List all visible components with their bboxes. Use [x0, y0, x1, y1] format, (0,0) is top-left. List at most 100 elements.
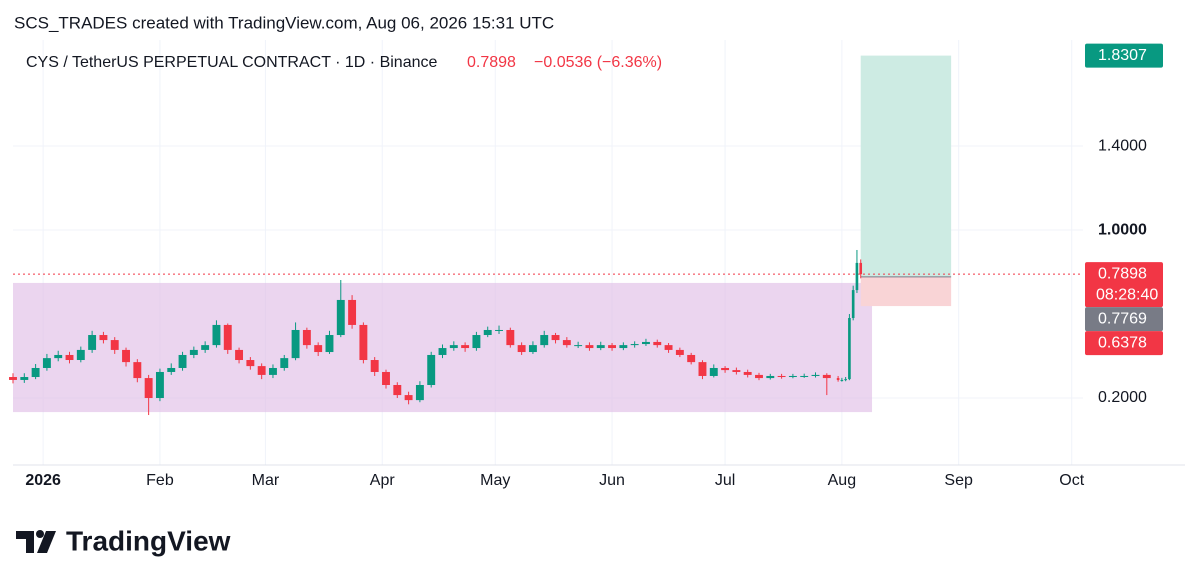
- candle-body: [65, 354, 74, 361]
- candle-body: [427, 354, 436, 385]
- price-change: −0.0536 (−6.36%): [534, 54, 662, 71]
- candle-body: [382, 371, 390, 385]
- candle-body: [551, 335, 560, 341]
- candle-body: [743, 371, 752, 375]
- x-tick-label: Sep: [944, 472, 973, 489]
- candle-body: [732, 370, 741, 372]
- candle-body: [483, 329, 492, 336]
- candle-body: [280, 358, 289, 368]
- candle-body: [449, 345, 458, 349]
- candle-body: [495, 329, 503, 331]
- candle-body: [472, 335, 481, 349]
- candle-body: [855, 262, 859, 291]
- candle-body: [811, 374, 820, 376]
- candle-body: [269, 367, 277, 375]
- candle-body: [506, 329, 515, 346]
- candle-body: [314, 345, 323, 353]
- candle-body: [562, 340, 571, 346]
- candle-body: [540, 335, 549, 346]
- profit-zone: [860, 55, 952, 277]
- candle-body: [721, 367, 730, 371]
- candle-body: [201, 345, 210, 350]
- candle-body: [178, 354, 187, 368]
- candle-body: [325, 335, 334, 353]
- candle-body: [596, 345, 605, 349]
- candle-body: [88, 335, 97, 350]
- candle-body: [9, 377, 17, 380]
- price-label-bg: [1085, 331, 1163, 356]
- candle-body: [167, 367, 176, 372]
- candle-body: [348, 299, 357, 325]
- candle-body: [517, 345, 526, 353]
- price-label: 0.7769: [1098, 310, 1147, 327]
- candle-body: [800, 375, 809, 377]
- attribution: SCS_TRADES created with TradingView.com,…: [14, 13, 554, 32]
- last-price: 0.7898: [467, 54, 516, 71]
- x-tick-label: Feb: [146, 472, 174, 489]
- candle-body: [653, 341, 662, 346]
- candle-body: [698, 362, 707, 376]
- candle-body: [642, 341, 650, 345]
- candle-body: [438, 348, 447, 355]
- price-label-bg: [1085, 43, 1163, 68]
- candle-body: [189, 349, 198, 355]
- x-tick-label: Mar: [252, 472, 280, 489]
- x-tick-label: Aug: [828, 472, 856, 489]
- candle-body: [766, 375, 775, 379]
- candle-body: [76, 349, 85, 361]
- candle-body: [246, 360, 255, 367]
- x-tick-label: 2026: [25, 472, 61, 489]
- candle-body: [859, 262, 863, 275]
- candle-body: [133, 362, 142, 379]
- candle-body: [574, 345, 583, 347]
- candle-body: [415, 384, 424, 401]
- candle-body: [755, 374, 763, 379]
- candle-body: [31, 367, 40, 378]
- candle-body: [99, 335, 108, 341]
- candle-body: [851, 290, 855, 319]
- candle-body: [155, 371, 164, 399]
- candle-body: [608, 345, 617, 349]
- price-label-bg: [1085, 262, 1163, 308]
- plot: 2026 Feb Mar Apr May Jun Jul Aug Sep Oct 0.2000 1.0…: [9, 40, 1185, 489]
- price-label-bg: [1085, 307, 1163, 332]
- price-label: 0.6378: [1098, 334, 1147, 351]
- candle-body: [336, 299, 345, 336]
- candle-body: [223, 324, 232, 350]
- chart-title: CYS / TetherUS PERPETUAL CONTRACT · 1D ·…: [26, 54, 437, 71]
- candle-body: [42, 358, 51, 368]
- countdown-label: 08:28:40: [1096, 286, 1158, 303]
- x-tick-label: Jul: [715, 472, 735, 489]
- candle-body: [528, 345, 537, 353]
- x-tick-label: May: [480, 472, 510, 489]
- candle-body: [370, 360, 379, 372]
- candle-body: [291, 329, 300, 359]
- candle-body: [393, 384, 402, 396]
- candle-body: [844, 379, 847, 381]
- candle-body: [110, 340, 119, 350]
- candle-body: [619, 345, 628, 349]
- candle-body: [675, 349, 684, 355]
- price-label: 1.8307: [1098, 47, 1147, 64]
- brand-logo: [16, 530, 56, 553]
- y-tick-label: 0.2000: [1098, 389, 1147, 406]
- candle-body: [585, 345, 594, 349]
- candle-body: [664, 345, 673, 350]
- candle-body: [404, 395, 413, 401]
- brand: TradingView: [66, 525, 231, 556]
- candle-body: [836, 378, 840, 380]
- candle-body: [359, 324, 368, 361]
- y-tick-label: 1.0000: [1098, 221, 1147, 238]
- candle-body: [630, 344, 639, 346]
- candle-body: [122, 349, 130, 363]
- y-tick-label: 1.4000: [1098, 137, 1147, 154]
- candle-body: [20, 377, 29, 380]
- x-tick-label: Oct: [1059, 472, 1084, 489]
- candle-body: [144, 378, 153, 399]
- candle-body: [302, 329, 311, 346]
- candle-body: [840, 379, 844, 381]
- candle-body: [788, 375, 797, 378]
- price-label: 0.7898: [1098, 265, 1147, 282]
- candle-body: [461, 345, 470, 349]
